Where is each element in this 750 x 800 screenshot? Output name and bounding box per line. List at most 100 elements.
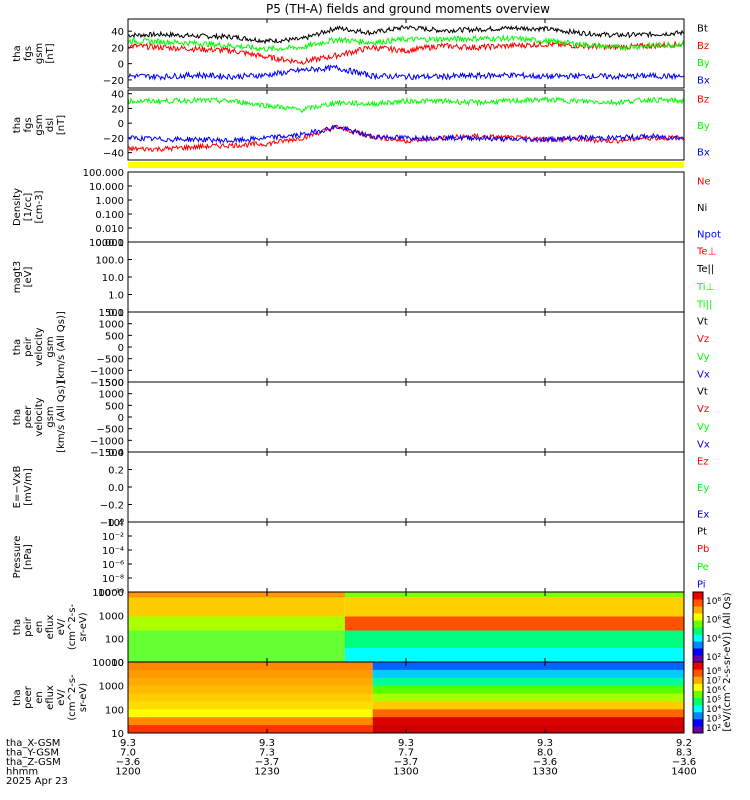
x-tick-value: −3.7 [255,757,279,768]
panel-1: tha fgs gsm [nT] 40 20 0 −20 Bt Bz By Bx [12,18,710,89]
y-axis-label-line: gsm [34,43,45,64]
legend-entry-Vx: Vx [697,370,710,381]
colorbar-cell [693,683,703,691]
y-axis-label-line: [nT] [45,43,56,63]
y-axis-label-line: eflux [45,615,56,640]
y-tick-label: 10000 [92,588,124,599]
y-tick-label: −40 [103,149,124,160]
legend-entry-Ez: Ez [697,456,709,467]
spectrogram-cell [128,669,373,679]
x-tick-value: 9.3 [120,738,136,749]
colorbar-cell [693,725,703,734]
spectrogram-cell [128,701,373,710]
y-tick-label: 1000 [99,320,124,331]
y-axis-label-line: fgs [23,46,34,61]
y-axis-label-line: tha [12,45,23,61]
spectrogram-cell [372,709,684,718]
spectrogram-cell [372,717,684,726]
x-tick-value: −3.6 [116,757,140,768]
legend-entry-Vy: Vy [697,422,710,433]
y-axis-label-line: en [34,691,45,704]
y-tick-label: 0.2 [108,466,124,477]
x-tick-value: 1300 [393,767,418,778]
y-axis-label-line: tha [12,409,23,425]
colorbar-cell [693,606,703,614]
y-axis-label-line: peir [23,336,34,356]
y-tick-label: −0.2 [100,501,124,512]
colorbar-frame [692,661,704,734]
figure-title: P5 (TH-A) fields and ground moments over… [266,2,550,16]
y-axis-label-line: gsm [45,406,56,427]
colorbar-tick-label: 10⁸ [706,667,721,677]
y-tick-label: 1.0 [108,291,124,302]
spectrogram-cell [344,616,684,631]
legend-entry-Pt: Pt [697,526,707,537]
y-axis-label-line: en [34,621,45,634]
data-coverage-bar [128,162,684,168]
y-tick-label: 100.0 [95,256,124,267]
spectrogram-cell [128,725,373,734]
spectrogram-cell [128,630,345,662]
series-line-Bt [127,24,685,45]
y-tick-label: 20 [111,104,124,115]
series-line-Bx [127,124,685,145]
x-tick-value: 7.0 [120,748,136,759]
legend-entry-Te⊥: Te⊥ [696,246,716,257]
colorbar-cell [693,704,703,713]
y-tick-label: 1000.0 [89,238,124,249]
y-tick-label: −1500 [90,448,124,459]
legend-entry-Vt: Vt [697,386,708,397]
legend-entry-Ti||: Ti|| [696,300,712,311]
legend-entry-Vt: Vt [697,316,708,327]
y-tick-label: 10⁻⁶ [102,560,124,571]
series-line-By [127,33,685,53]
y-tick-label: 500 [105,401,124,412]
y-tick-label: −500 [97,425,124,436]
spectrogram-cell [128,677,373,687]
y-axis-label-line: peer [23,405,34,429]
x-tick-value: 8.3 [676,748,692,759]
y-axis-label-line: [nPa] [23,544,34,570]
colorbar-cell [693,634,703,642]
spectrogram-cell [128,616,345,631]
y-axis-label-line: [1/cc] [23,193,34,222]
legend-entry-Vz: Vz [697,404,709,415]
y-axis-label-line: Density [12,188,23,226]
y-tick-label: 100 [105,635,124,646]
colorbar-cell [693,655,703,663]
legend-entry-Ey: Ey [697,483,709,494]
y-axis-label-line: velocity [34,397,45,436]
colorbar-cell [693,676,703,684]
y-axis-label-line: eflux [45,685,56,710]
y-tick-label: −20 [103,76,124,87]
x-tick-value: 1230 [254,767,279,778]
y-axis-label-line: eV/ [56,618,67,635]
y-tick-label: 500 [105,331,124,342]
y-axis-label-line: (cm^2-s- [67,674,78,721]
y-tick-label: 1000 [99,682,124,693]
spectrogram-cell [372,669,684,679]
colorbar-cell [693,718,703,727]
y-axis-label-line: peer [23,685,34,709]
y-axis-label-line: gsm [34,114,45,135]
colorbar-label: [eV/(cm^2-s-sr-eV)] (All Qs) [722,592,733,731]
colorbar-cell [693,613,703,621]
legend-entry-Npot: Npot [697,230,721,241]
colorbar-cell [693,592,703,600]
colorbar-cell [693,690,703,698]
x-tick-value: −3.6 [672,757,696,768]
y-tick-label: 0 [118,413,124,424]
x-tick-value: 1200 [115,767,140,778]
y-tick-label: 0.0 [108,483,124,494]
colorbar-tick-label: 10⁸ [706,597,721,607]
legend-entry-Ni: Ni [697,203,707,214]
y-tick-label: 10⁻¹⁰ [98,588,124,599]
y-tick-label: −1000 [90,366,124,377]
y-tick-label: 0.100 [95,210,124,221]
legend-entry-Ne: Ne [697,176,711,187]
y-axis-label-line: sr-eV) [78,683,89,712]
x-tick-value: −3.6 [533,757,557,768]
x-axis-row-label: 2025 Apr 23 [6,776,68,787]
series-line-By [127,95,685,114]
